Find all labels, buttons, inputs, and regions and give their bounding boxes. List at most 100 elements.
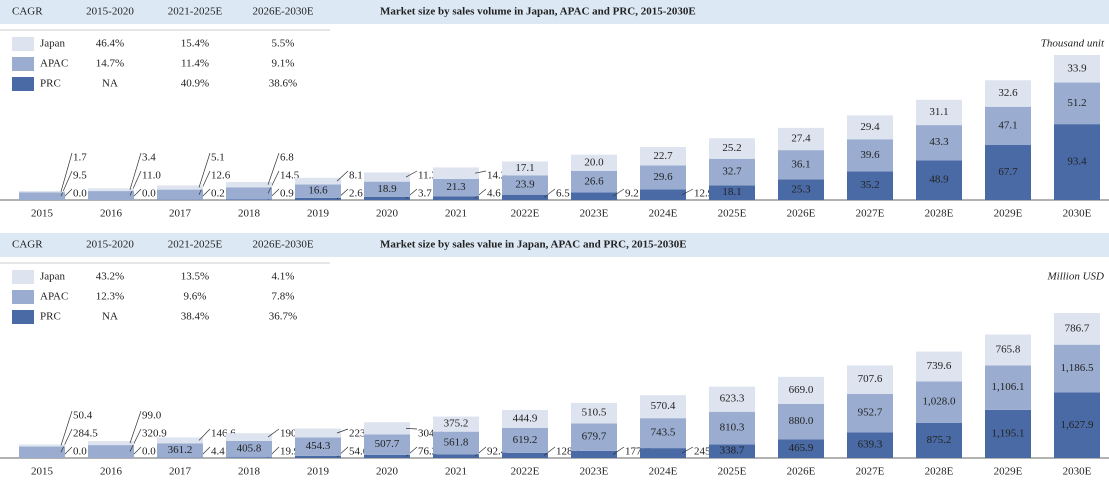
data-label: 707.6 bbox=[858, 373, 883, 385]
data-label: 4.6 bbox=[487, 188, 501, 200]
data-label: 33.9 bbox=[1067, 62, 1087, 74]
bar-segment bbox=[19, 444, 65, 447]
leader-line bbox=[681, 446, 694, 454]
bar-segment bbox=[226, 433, 272, 441]
x-tick-label: 2016 bbox=[100, 466, 123, 478]
cagr-cell: 15.4% bbox=[181, 38, 209, 50]
bar-segment bbox=[640, 189, 686, 200]
legend-swatch bbox=[12, 57, 34, 71]
leader-line bbox=[198, 152, 211, 188]
x-tick-label: 2029E bbox=[994, 208, 1023, 220]
x-tick-label: 2030E bbox=[1063, 208, 1092, 220]
legend-label: APAC bbox=[40, 58, 68, 70]
bar-segment bbox=[640, 165, 686, 190]
bar-segment bbox=[778, 179, 824, 200]
bar-segment bbox=[502, 409, 548, 428]
bar-segment bbox=[157, 437, 203, 444]
data-label: 21.3 bbox=[446, 181, 466, 193]
bar-segment bbox=[640, 448, 686, 458]
data-label: 20.0 bbox=[584, 156, 604, 168]
bar-segment bbox=[985, 365, 1031, 410]
x-tick-label: 2017 bbox=[169, 466, 192, 478]
bar-segment bbox=[847, 393, 893, 433]
bar-segment bbox=[226, 440, 272, 458]
data-label: 19.9 bbox=[280, 446, 300, 458]
bar-segment bbox=[364, 434, 410, 455]
data-label: 0.0 bbox=[142, 188, 156, 200]
bar-segment bbox=[571, 402, 617, 424]
data-label: 743.5 bbox=[651, 427, 676, 439]
leader-line bbox=[198, 428, 211, 441]
bar-segment bbox=[571, 192, 617, 200]
header-band bbox=[0, 0, 1109, 24]
data-label: 875.2 bbox=[927, 434, 952, 446]
data-label: 880.0 bbox=[789, 415, 814, 427]
bar-segment bbox=[433, 167, 479, 179]
cagr-cell: 46.4% bbox=[96, 38, 124, 50]
header-band bbox=[0, 233, 1109, 257]
x-tick-label: 2017 bbox=[169, 208, 192, 220]
data-label: 507.7 bbox=[375, 438, 400, 450]
bar-segment bbox=[295, 177, 341, 185]
cagr-header: CAGR bbox=[12, 239, 43, 251]
leader-line bbox=[681, 188, 694, 196]
bar-segment bbox=[295, 455, 341, 458]
data-label: 952.7 bbox=[858, 407, 883, 419]
data-label: 739.6 bbox=[927, 360, 952, 372]
bar-segment bbox=[571, 154, 617, 171]
legend-label: PRC bbox=[40, 78, 61, 90]
data-label: 23.9 bbox=[515, 179, 535, 191]
data-label: 570.4 bbox=[651, 400, 676, 412]
cagr-header: 2026E-2030E bbox=[252, 6, 313, 18]
bar-segment bbox=[640, 147, 686, 166]
bar-segment bbox=[709, 158, 755, 186]
bar-segment bbox=[226, 187, 272, 200]
data-label: 2.6 bbox=[349, 188, 363, 200]
x-tick-label: 2027E bbox=[856, 466, 885, 478]
bar-segment bbox=[778, 150, 824, 180]
bar-segment bbox=[709, 386, 755, 412]
leader-line bbox=[474, 188, 487, 199]
bar-segment bbox=[19, 192, 65, 200]
leader-line bbox=[129, 152, 142, 190]
data-label: 25.2 bbox=[722, 142, 741, 154]
bar-segment bbox=[916, 351, 962, 382]
x-tick-label: 2018 bbox=[238, 466, 261, 478]
chart-title: Market size by sales volume in Japan, AP… bbox=[380, 6, 696, 18]
legend-label: Japan bbox=[40, 38, 66, 50]
cagr-header: 2026E-2030E bbox=[252, 239, 313, 251]
leader-line bbox=[405, 428, 418, 430]
leader-line bbox=[60, 410, 73, 446]
x-tick-label: 2023E bbox=[580, 208, 609, 220]
cagr-cell: 14.7% bbox=[96, 58, 124, 70]
data-label: 50.4 bbox=[73, 410, 93, 422]
data-label: 51.2 bbox=[1067, 97, 1086, 109]
bar-segment bbox=[364, 172, 410, 182]
data-label: 32.7 bbox=[722, 166, 742, 178]
bar-segment bbox=[778, 376, 824, 404]
data-label: 14.5 bbox=[280, 170, 300, 182]
leader-line bbox=[405, 170, 418, 178]
data-label: 12.9 bbox=[694, 188, 714, 200]
data-label: 8.1 bbox=[349, 170, 363, 182]
leader-line bbox=[198, 170, 211, 195]
cagr-cell: 38.6% bbox=[269, 78, 297, 90]
bar-segment bbox=[295, 428, 341, 438]
bar-segment bbox=[502, 194, 548, 200]
leader-line bbox=[543, 446, 556, 456]
bar-segment bbox=[433, 454, 479, 458]
data-label: 361.2 bbox=[168, 444, 193, 456]
data-label: 786.7 bbox=[1065, 322, 1090, 334]
data-label: 26.6 bbox=[584, 175, 604, 187]
data-label: 1,106.1 bbox=[992, 381, 1025, 393]
bar-segment bbox=[226, 199, 272, 200]
bar-segment bbox=[985, 145, 1031, 200]
bar-segment bbox=[1054, 344, 1100, 393]
x-tick-label: 2023E bbox=[580, 466, 609, 478]
leader-line bbox=[267, 428, 280, 438]
data-label: 9.5 bbox=[73, 170, 87, 182]
bar-segment bbox=[502, 161, 548, 176]
x-tick-label: 2022E bbox=[511, 466, 540, 478]
data-label: 47.1 bbox=[998, 119, 1017, 131]
data-label: 669.0 bbox=[789, 384, 814, 396]
